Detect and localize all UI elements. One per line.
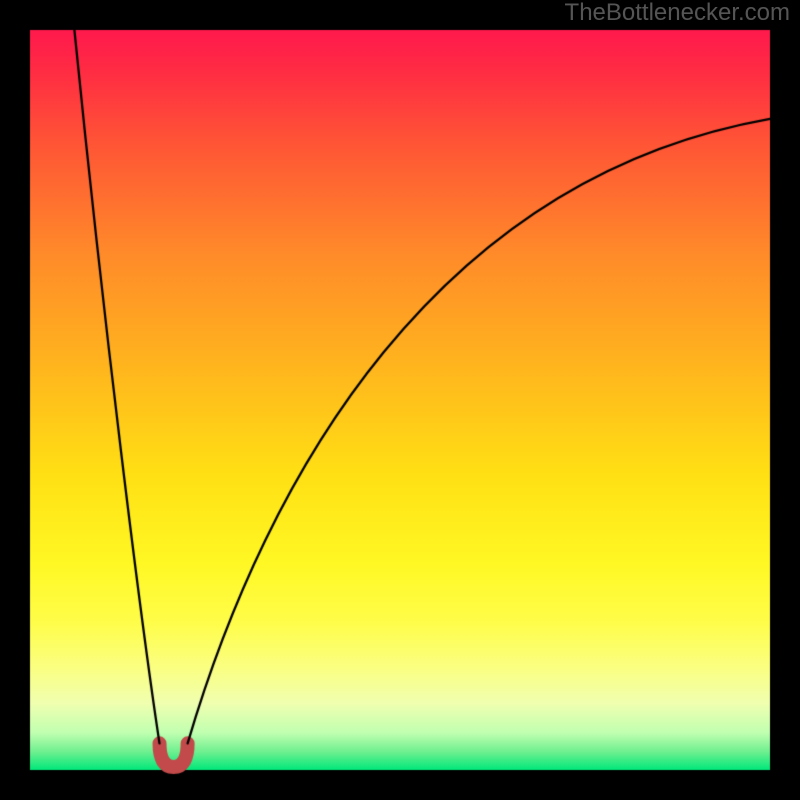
bottleneck-plot: [0, 0, 800, 800]
chart-stage: TheBottlenecker.com: [0, 0, 800, 800]
